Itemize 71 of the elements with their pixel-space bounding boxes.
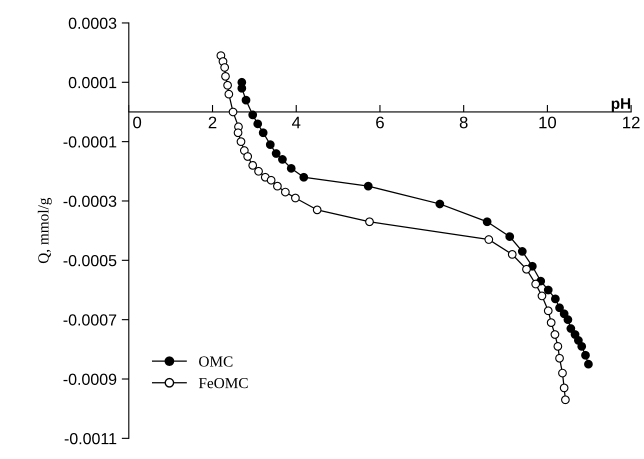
y-tick-label: -0.0001 xyxy=(64,136,116,148)
x-tick-label: 10 xyxy=(539,116,556,128)
point xyxy=(228,108,238,116)
x-tick-label: 2 xyxy=(208,116,216,128)
point xyxy=(566,324,576,333)
point xyxy=(278,155,287,164)
point xyxy=(555,303,564,312)
point xyxy=(553,342,562,351)
x-tick-label: 6 xyxy=(376,116,384,128)
point xyxy=(364,182,373,191)
point xyxy=(253,119,262,128)
point xyxy=(224,90,234,99)
point xyxy=(546,318,556,327)
point xyxy=(299,172,308,182)
point xyxy=(484,235,494,244)
point xyxy=(584,360,593,369)
point xyxy=(560,309,569,318)
point xyxy=(236,137,246,146)
y-tick-label: -0.0003 xyxy=(64,196,116,207)
point xyxy=(272,149,281,158)
point xyxy=(508,250,517,259)
point xyxy=(220,63,230,72)
point xyxy=(242,96,250,104)
point xyxy=(522,264,531,274)
point xyxy=(538,292,546,300)
point xyxy=(531,280,540,288)
y-axis-title: Q, mmol/g xyxy=(38,198,52,264)
point xyxy=(273,182,282,191)
point xyxy=(544,306,553,316)
point xyxy=(280,188,290,196)
point xyxy=(581,350,590,360)
point xyxy=(258,128,268,138)
point xyxy=(248,160,258,170)
point xyxy=(254,166,263,176)
point xyxy=(550,294,560,304)
point xyxy=(577,342,586,351)
point xyxy=(555,354,564,363)
point xyxy=(482,217,492,226)
point xyxy=(365,217,374,226)
point xyxy=(558,368,567,378)
x-axis-title: pH xyxy=(612,98,630,112)
point xyxy=(550,330,560,339)
y-tick-label: 0.0003 xyxy=(68,18,116,29)
point xyxy=(221,72,230,81)
y-tick-label: -0.0011 xyxy=(64,432,116,444)
point xyxy=(286,164,296,173)
x-tick-label: 8 xyxy=(460,116,468,128)
legend-label: OMC xyxy=(199,356,232,367)
x-tick-label: 0 xyxy=(133,116,142,128)
point xyxy=(266,140,275,149)
y-tick-label: -0.0005 xyxy=(64,254,116,266)
point xyxy=(518,247,527,256)
y-tick-label: -0.0009 xyxy=(64,374,116,385)
x-tick-label: 4 xyxy=(292,116,300,128)
point xyxy=(234,128,242,138)
point xyxy=(312,206,322,214)
x-tick-label: 12 xyxy=(623,116,640,128)
point xyxy=(248,110,258,120)
point xyxy=(564,315,572,324)
point xyxy=(505,232,514,241)
y-tick-label: 0.0001 xyxy=(68,76,116,88)
legend-label: FeOMC xyxy=(198,378,248,388)
point xyxy=(291,194,300,202)
point xyxy=(560,384,569,392)
point xyxy=(435,200,444,208)
point xyxy=(544,286,553,294)
point xyxy=(561,395,570,404)
point xyxy=(243,152,252,161)
point xyxy=(266,176,276,185)
point xyxy=(223,80,232,90)
y-tick-label: -0.0007 xyxy=(64,314,116,326)
